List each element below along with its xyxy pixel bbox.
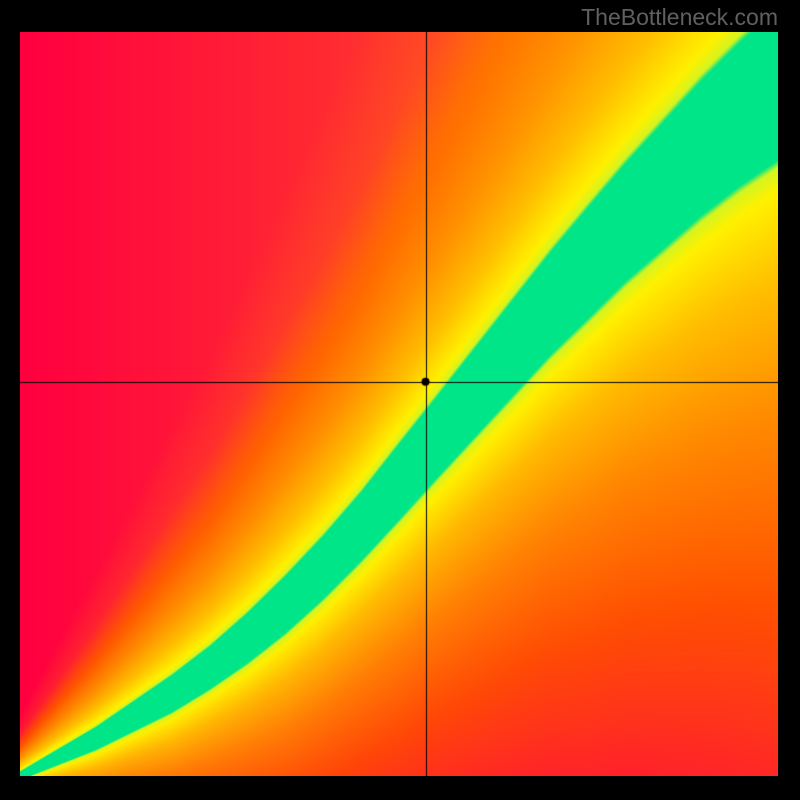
bottleneck-heatmap (20, 32, 778, 776)
chart-container: TheBottleneck.com (0, 0, 800, 800)
watermark-text: TheBottleneck.com (581, 4, 778, 31)
